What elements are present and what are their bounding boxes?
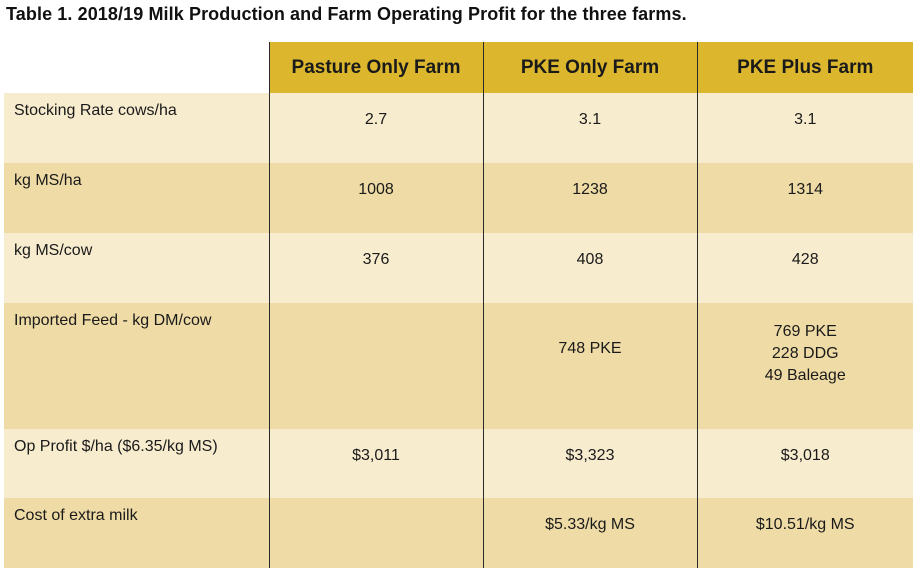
cell-cost-extra-milk-pasture-only (268, 498, 483, 568)
cell-kg-ms-ha-pasture-only: 1008 (268, 163, 483, 233)
cell-imported-feed-pke-only: 748 PKE (482, 303, 697, 429)
row-label-kg-ms-cow: kg MS/cow (4, 233, 269, 303)
header-row: Pasture Only Farm PKE Only Farm PKE Plus… (4, 42, 913, 93)
cell-op-profit-pke-plus: $3,018 (696, 429, 913, 498)
cell-kg-ms-ha-pke-only: 1238 (482, 163, 697, 233)
feed-line-pke: 769 PKE (773, 323, 837, 340)
table-row: Cost of extra milk $5.33/kg MS $10.51/kg… (4, 498, 913, 568)
column-header-pke-plus: PKE Plus Farm (696, 42, 913, 93)
cell-imported-feed-pasture-only (268, 303, 483, 429)
row-label-kg-ms-ha: kg MS/ha (4, 163, 269, 233)
table-row: kg MS/ha 1008 1238 1314 (4, 163, 913, 233)
table-caption: Table 1. 2018/19 Milk Production and Far… (6, 4, 687, 24)
table-row: Imported Feed - kg DM/cow 748 PKE 769 PK… (4, 303, 913, 429)
table-row: kg MS/cow 376 408 428 (4, 233, 913, 303)
column-header-pke-only: PKE Only Farm (482, 42, 697, 93)
cell-kg-ms-cow-pke-plus: 428 (696, 233, 913, 303)
cell-kg-ms-ha-pke-plus: 1314 (696, 163, 913, 233)
row-label-imported-feed: Imported Feed - kg DM/cow (4, 303, 269, 429)
cell-stocking-rate-pke-only: 3.1 (482, 93, 697, 163)
row-label-cost-extra-milk: Cost of extra milk (4, 498, 269, 568)
cell-kg-ms-cow-pasture-only: 376 (268, 233, 483, 303)
cell-cost-extra-milk-pke-only: $5.33/kg MS (482, 498, 697, 568)
column-header-pasture-only: Pasture Only Farm (268, 42, 483, 93)
cell-op-profit-pke-only: $3,323 (482, 429, 697, 498)
header-corner-cell (4, 42, 269, 93)
row-label-stocking-rate: Stocking Rate cows/ha (4, 93, 269, 163)
table-row: Stocking Rate cows/ha 2.7 3.1 3.1 (4, 93, 913, 163)
cell-op-profit-pasture-only: $3,011 (268, 429, 483, 498)
cell-kg-ms-cow-pke-only: 408 (482, 233, 697, 303)
cell-imported-feed-pke-plus: 769 PKE 228 DDG 49 Baleage (696, 303, 913, 429)
feed-line-baleage: 49 Baleage (764, 367, 846, 384)
milk-production-table: Pasture Only Farm PKE Only Farm PKE Plus… (4, 42, 913, 568)
cell-cost-extra-milk-pke-plus: $10.51/kg MS (696, 498, 913, 568)
cell-stocking-rate-pasture-only: 2.7 (268, 93, 483, 163)
cell-stocking-rate-pke-plus: 3.1 (696, 93, 913, 163)
feed-line-ddg: 228 DDG (771, 345, 839, 362)
row-label-op-profit: Op Profit $/ha ($6.35/kg MS) (4, 429, 269, 498)
table-row: Op Profit $/ha ($6.35/kg MS) $3,011 $3,3… (4, 429, 913, 498)
